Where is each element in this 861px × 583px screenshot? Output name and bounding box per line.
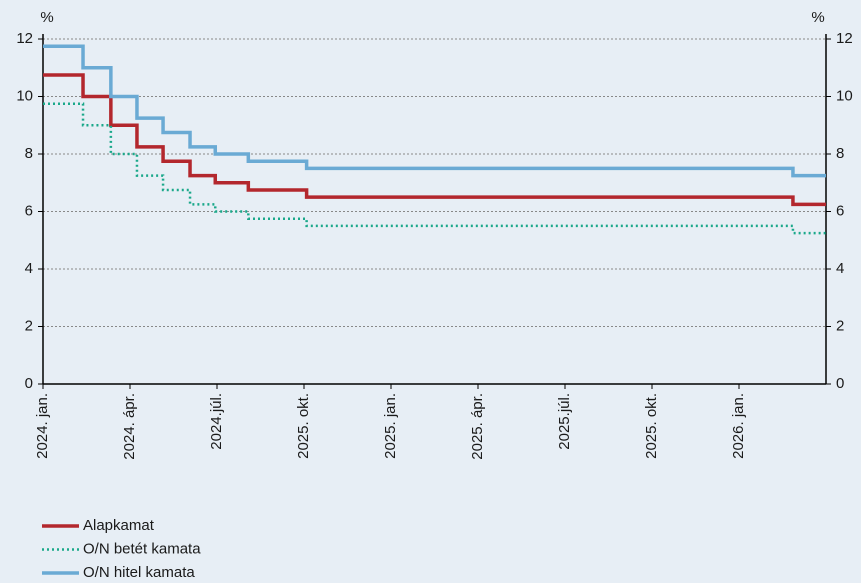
x-tick-label: 2024.júl. xyxy=(208,393,225,450)
x-tick-label: 2025. jan. xyxy=(382,393,399,459)
y-tick-label: 0 xyxy=(25,375,33,392)
x-tick-label: 2024. ápr. xyxy=(121,393,138,460)
y2-tick-label: 4 xyxy=(836,260,844,277)
y-tick-label: 10 xyxy=(16,87,33,104)
y2-tick-label: 2 xyxy=(836,317,844,334)
series-line xyxy=(43,102,826,235)
y-tick-label: 12 xyxy=(16,30,33,47)
legend-label: Alapkamat xyxy=(83,517,155,534)
series-line xyxy=(43,73,826,207)
legend-label: O/N betét kamata xyxy=(83,540,201,557)
y2-tick-label: 12 xyxy=(836,30,853,47)
y-axis-label: % xyxy=(40,9,53,26)
x-tick-label: 2025. ápr. xyxy=(469,393,486,460)
series-line xyxy=(43,44,826,178)
y-tick-label: 4 xyxy=(25,260,33,277)
y-tick-label: 8 xyxy=(25,145,33,162)
y2-tick-label: 0 xyxy=(836,375,844,392)
y2-axis-label: % xyxy=(811,9,824,26)
x-tick-label: 2025. okt. xyxy=(295,393,312,459)
y2-tick-label: 10 xyxy=(836,87,853,104)
y-tick-label: 6 xyxy=(25,202,33,219)
legend-label: O/N hitel kamata xyxy=(83,564,195,581)
x-tick-label: 2025. okt. xyxy=(643,393,660,459)
y-tick-label: 2 xyxy=(25,317,33,334)
x-tick-label: 2026. jan. xyxy=(730,393,747,459)
y2-tick-label: 6 xyxy=(836,202,844,219)
y2-tick-label: 8 xyxy=(836,145,844,162)
x-tick-label: 2025.júl. xyxy=(556,393,573,450)
x-tick-label: 2024. jan. xyxy=(34,393,51,459)
